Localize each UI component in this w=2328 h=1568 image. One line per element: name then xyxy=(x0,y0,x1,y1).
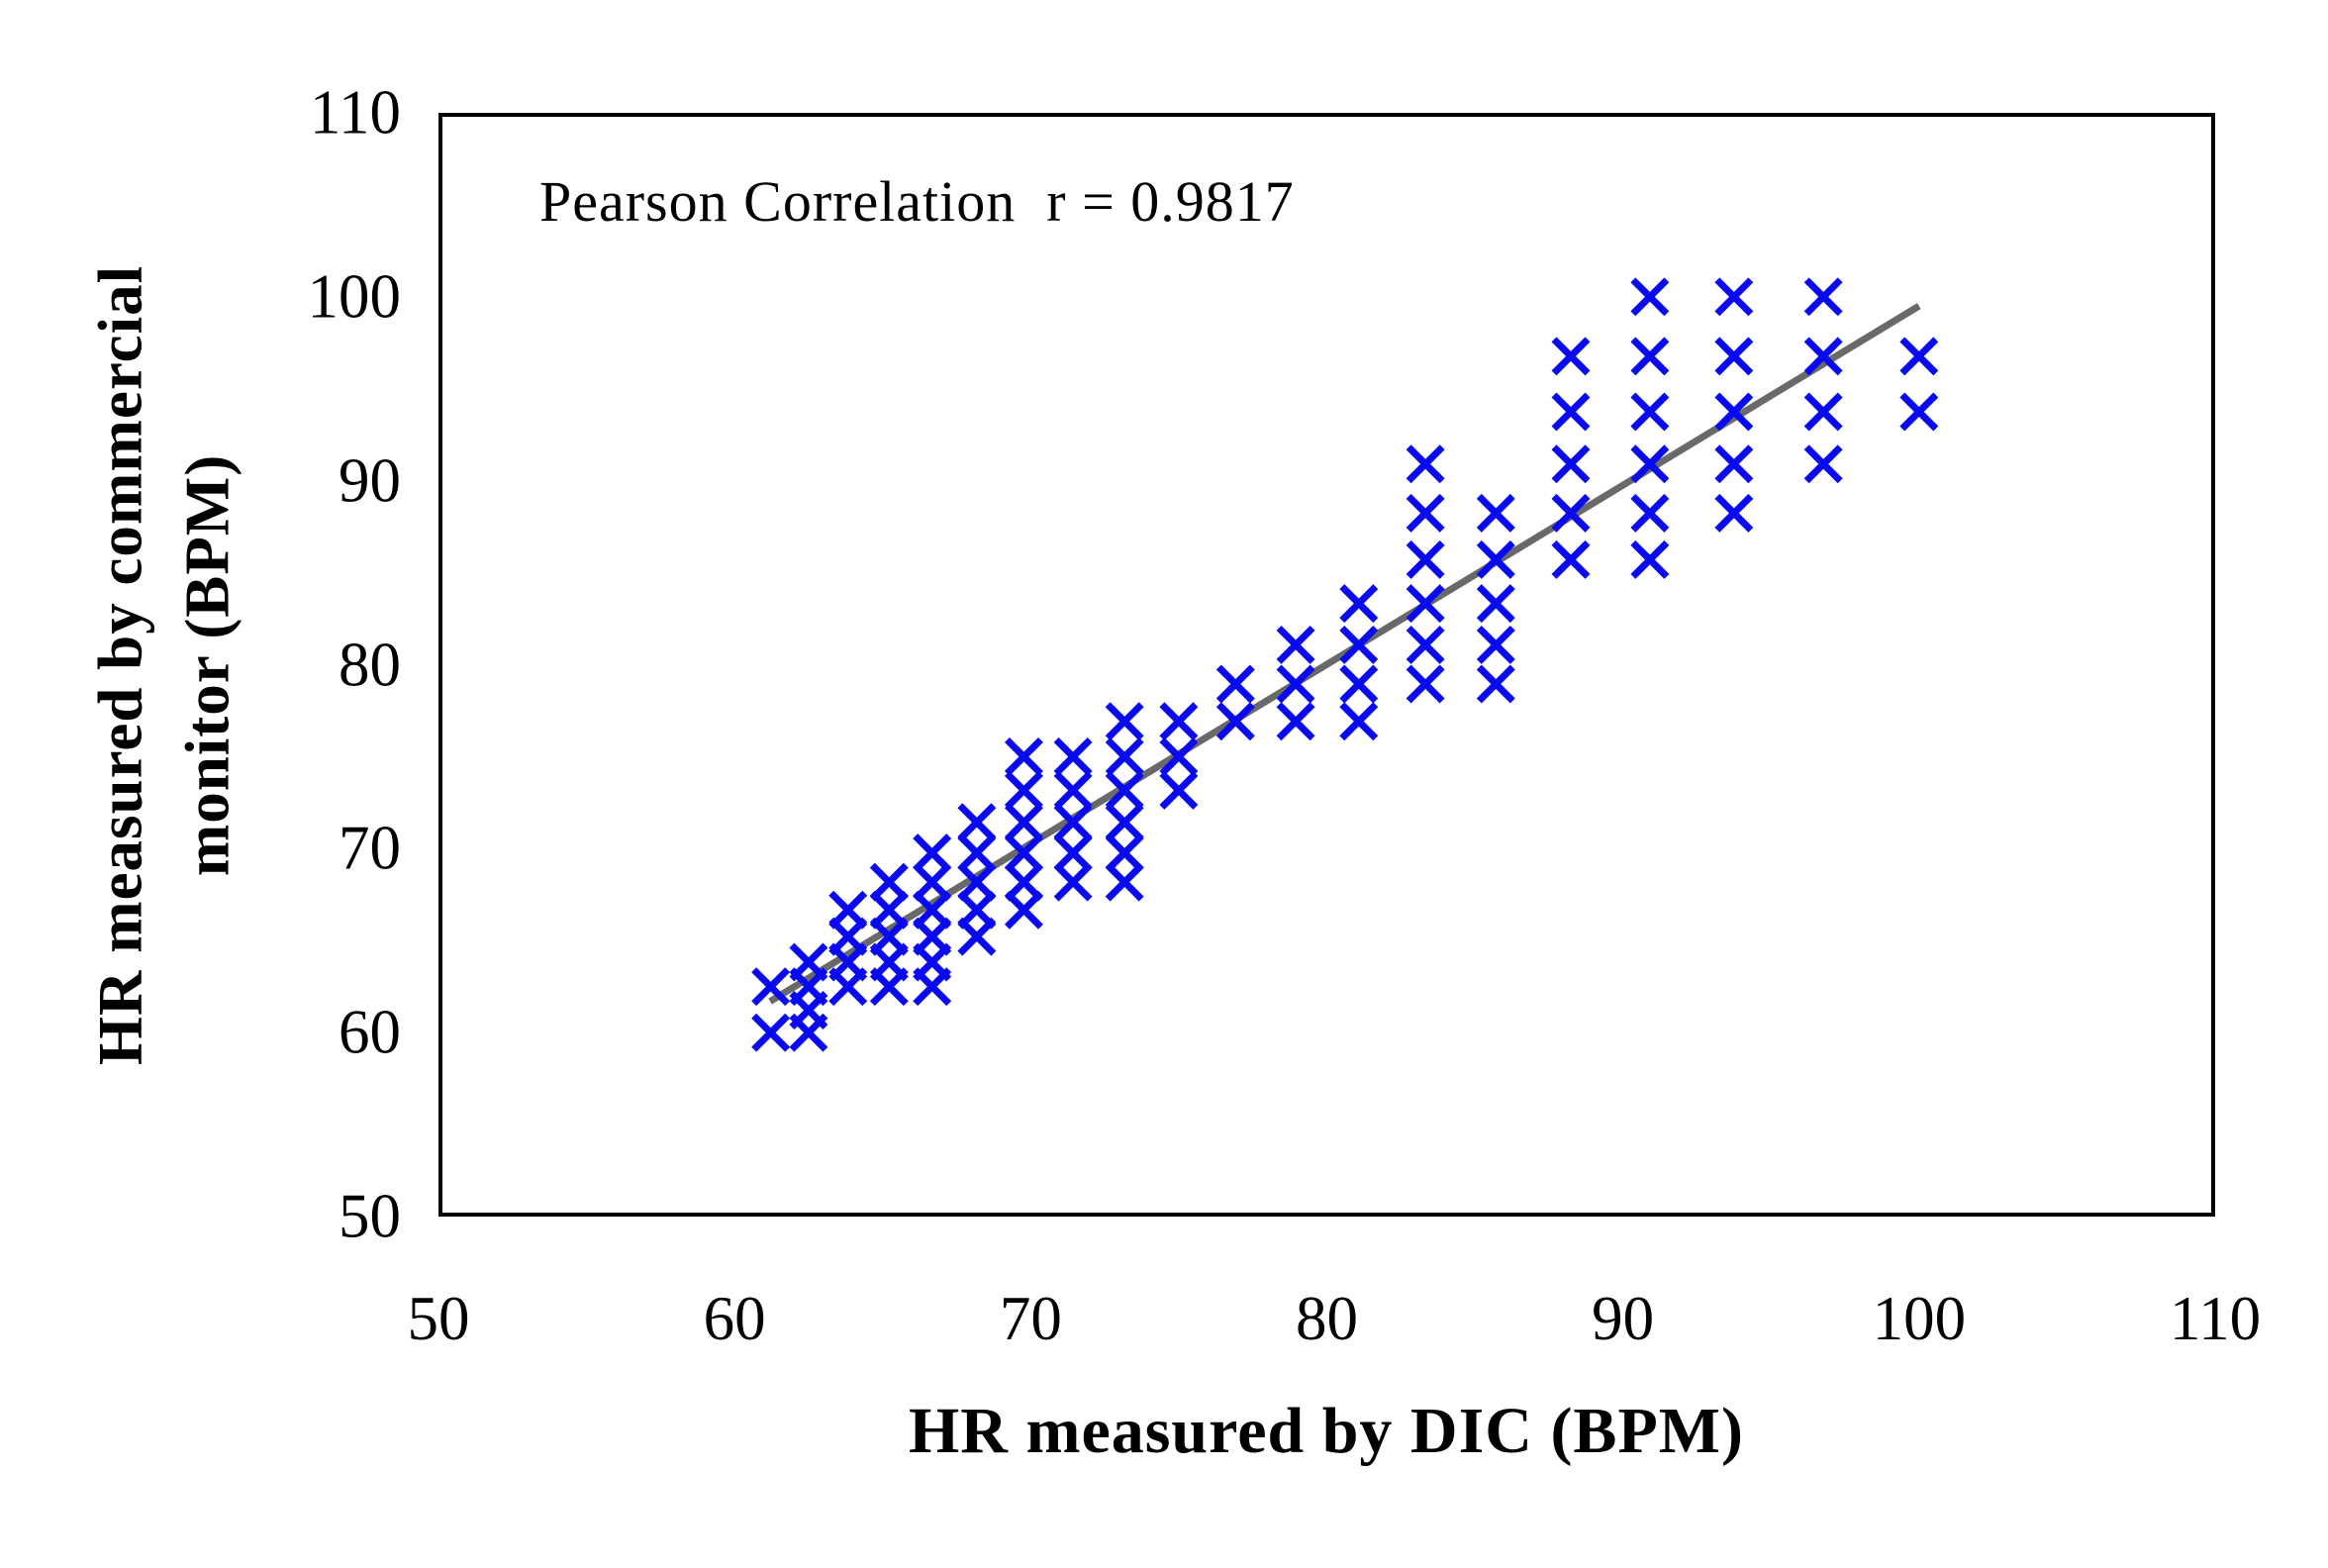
data-point-marker xyxy=(1630,493,1670,533)
data-point-marker xyxy=(1630,392,1670,432)
data-point-marker xyxy=(1339,664,1379,704)
data-point-marker xyxy=(789,1013,828,1052)
data-point-marker xyxy=(1714,277,1754,317)
x-tick-label: 50 xyxy=(407,1284,470,1353)
data-point-marker xyxy=(1714,337,1754,376)
data-point-marker xyxy=(1551,444,1591,484)
x-tick-label: 110 xyxy=(2169,1284,2262,1353)
data-point-marker xyxy=(1105,862,1144,902)
data-point-marker xyxy=(1105,803,1144,842)
data-point-marker xyxy=(1476,584,1515,624)
data-point-marker xyxy=(1105,736,1144,776)
data-point-marker xyxy=(1899,337,1939,376)
data-point-marker xyxy=(1053,736,1093,776)
data-point-marker xyxy=(1406,444,1445,484)
data-point-marker xyxy=(869,967,909,1007)
data-point-marker xyxy=(957,917,997,956)
data-point-marker xyxy=(1630,277,1670,317)
data-point-marker xyxy=(1159,770,1199,810)
data-point-marker xyxy=(1004,736,1043,776)
data-point-marker xyxy=(1215,664,1255,704)
data-point-marker xyxy=(1004,803,1043,842)
data-point-marker xyxy=(1339,702,1379,741)
data-point-marker xyxy=(1339,625,1379,664)
y-tick-label: 80 xyxy=(339,630,401,699)
data-point-marker xyxy=(1339,584,1379,624)
data-point-marker xyxy=(1406,584,1445,624)
y-tick-label: 90 xyxy=(339,445,401,516)
data-point-marker xyxy=(1551,493,1591,533)
data-point-marker xyxy=(1630,539,1670,579)
y-tick-label: 70 xyxy=(339,813,401,883)
y-tick-label: 60 xyxy=(339,997,401,1067)
x-tick-label: 90 xyxy=(1592,1284,1655,1353)
data-point-marker xyxy=(1803,444,1843,484)
data-point-marker xyxy=(1899,392,1939,432)
x-tick-label: 80 xyxy=(1296,1284,1358,1353)
data-point-marker xyxy=(1630,337,1670,376)
data-point-marker xyxy=(1803,337,1843,376)
data-point-marker xyxy=(1105,833,1144,873)
data-point-marker xyxy=(1406,493,1445,533)
data-point-marker xyxy=(1053,862,1093,902)
data-point-marker xyxy=(1406,539,1445,579)
data-point-marker xyxy=(957,833,997,873)
data-point-marker xyxy=(1105,770,1144,810)
data-point-marker xyxy=(1476,625,1515,664)
data-point-marker xyxy=(1476,493,1515,533)
data-point-marker xyxy=(1004,833,1043,873)
data-point-marker xyxy=(1551,539,1591,579)
data-point-marker xyxy=(1803,392,1843,432)
data-point-marker xyxy=(1053,770,1093,810)
data-point-marker xyxy=(1714,493,1754,533)
data-point-marker xyxy=(957,803,997,842)
correlation-annotation: Pearson Correlation r = 0.9817 xyxy=(539,169,1295,234)
data-point-marker xyxy=(1714,444,1754,484)
data-point-marker xyxy=(1276,702,1315,741)
data-point-marker xyxy=(1004,890,1043,930)
x-tick-label: 70 xyxy=(999,1284,1062,1353)
data-point-marker xyxy=(1159,702,1199,741)
data-point-marker xyxy=(751,967,791,1007)
data-point-marker xyxy=(913,833,952,873)
data-point-marker xyxy=(913,862,952,902)
data-point-marker xyxy=(828,967,868,1007)
data-point-marker xyxy=(957,862,997,902)
data-point-marker xyxy=(1004,770,1043,810)
x-axis-title: HR measured by DIC (BPM) xyxy=(908,1395,1745,1467)
data-point-marker xyxy=(1406,664,1445,704)
data-point-marker xyxy=(1406,625,1445,664)
data-point-marker xyxy=(1053,833,1093,873)
data-point-marker xyxy=(1276,664,1315,704)
x-tick-label: 100 xyxy=(1872,1284,1967,1353)
data-point-marker xyxy=(1476,664,1515,704)
data-point-marker xyxy=(1276,625,1315,664)
data-point-marker xyxy=(1159,736,1199,776)
data-point-marker xyxy=(1476,539,1515,579)
data-point-marker xyxy=(869,862,909,902)
data-point-marker xyxy=(1630,444,1670,484)
y-tick-label: 110 xyxy=(309,77,401,147)
data-point-marker xyxy=(1004,862,1043,902)
data-point-marker xyxy=(1714,392,1754,432)
data-point-marker xyxy=(1803,277,1843,317)
y-tick-label: 100 xyxy=(307,261,402,332)
data-point-marker xyxy=(1105,702,1144,741)
x-tick-label: 60 xyxy=(703,1284,766,1353)
data-point-marker xyxy=(751,1013,791,1052)
data-point-marker xyxy=(1551,392,1591,432)
data-point-marker xyxy=(1551,337,1591,376)
data-point-marker xyxy=(913,967,952,1007)
data-point-marker xyxy=(1053,803,1093,842)
data-point-marker xyxy=(1215,702,1255,741)
y-tick-label: 50 xyxy=(339,1181,401,1251)
